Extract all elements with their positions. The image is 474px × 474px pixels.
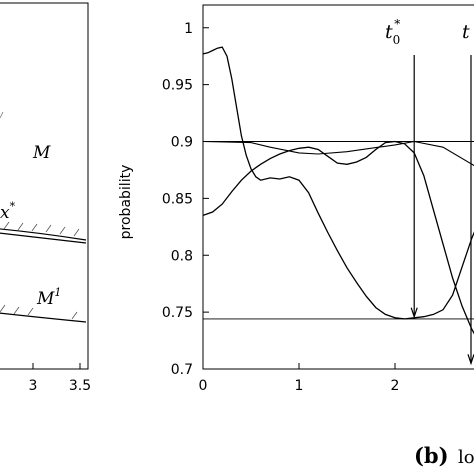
y-tick-label: 0.8 bbox=[171, 248, 193, 264]
panel-a-xtick-3: 3 bbox=[29, 378, 38, 394]
curve-M1 bbox=[0, 312, 87, 323]
y-tick-label: 1 bbox=[184, 21, 193, 37]
y-tick-label: 0.75 bbox=[162, 305, 193, 321]
label-M1: M1 bbox=[36, 286, 61, 309]
x-tick-label: 1 bbox=[295, 378, 304, 394]
y-tick-label: 0.7 bbox=[171, 362, 193, 378]
series-group bbox=[202, 46, 474, 335]
annotation-t-right: t bbox=[462, 21, 470, 43]
x-tick-label: 0 bbox=[199, 378, 208, 394]
series-line bbox=[202, 140, 474, 335]
hatch-top bbox=[0, 111, 4, 119]
series-line bbox=[202, 46, 474, 320]
x-tick-label: 2 bbox=[391, 378, 400, 394]
y-tick-label: 0.95 bbox=[162, 78, 193, 94]
x-ticks: 0123 bbox=[199, 363, 400, 394]
arrow-head bbox=[410, 307, 418, 319]
label-x-star: x* bbox=[0, 200, 16, 223]
panel-a: 3 3.5 M x* M1 bbox=[0, 2, 91, 394]
y-axis-label: probability bbox=[118, 165, 134, 240]
y-tick-label: 0.9 bbox=[171, 135, 193, 151]
y-ticks: 0.7 0.75 0.8 0.85 0.9 0.95 1 bbox=[162, 21, 209, 378]
panel-a-frame bbox=[0, 2, 89, 370]
annotation-arrows bbox=[410, 55, 474, 366]
arrow-head bbox=[467, 354, 474, 366]
plot-frame bbox=[202, 4, 474, 370]
panel-b: probability 0.70.750.80.850.90.951 0123 … bbox=[118, 4, 474, 468]
caption-tail: lo bbox=[458, 447, 474, 468]
y-tick-label: 0.85 bbox=[162, 191, 193, 207]
curve-x-star-lower bbox=[0, 232, 87, 244]
label-M: M bbox=[32, 143, 51, 163]
series-line bbox=[202, 140, 474, 167]
caption-letter: (b) bbox=[414, 443, 449, 468]
hatch-x-star bbox=[3, 221, 80, 237]
hatch-M1 bbox=[0, 304, 78, 320]
curve-x-star-upper bbox=[0, 228, 87, 241]
annotation-t0-star: t0* bbox=[385, 17, 400, 47]
panel-a-xtick-35: 3.5 bbox=[69, 378, 91, 394]
